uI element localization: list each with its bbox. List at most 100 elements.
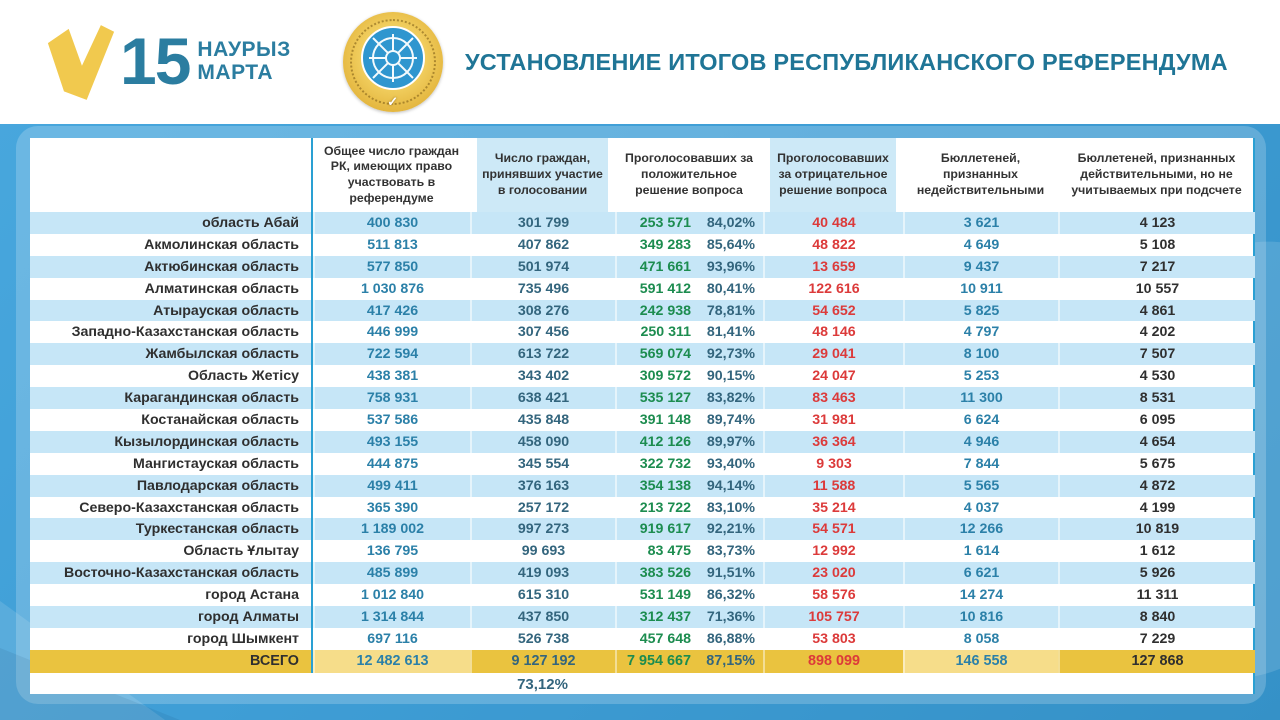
table-row: Кызылординская область 493 155 458 090 4…: [30, 430, 1255, 453]
yes-count: 591 412: [639, 280, 691, 297]
valid-uncounted-ballots-cell: 7 217: [1058, 255, 1255, 278]
yes-count: 250 311: [640, 324, 691, 341]
yes-votes-cell: 354 138 94,14%: [615, 474, 763, 497]
invalid-ballots-cell: 5 565: [903, 474, 1058, 497]
yes-percent: 89,74%: [706, 411, 755, 428]
region-name-cell: город Алматы: [30, 606, 313, 628]
region-name-cell: Область Жетісу: [30, 365, 313, 388]
invalid-ballots-cell: 3 621: [903, 212, 1058, 234]
region-name-cell: Акмолинская область: [30, 233, 313, 256]
valid-uncounted-ballots-cell: 7 507: [1058, 343, 1255, 366]
yes-votes-cell: 919 617 92,21%: [615, 518, 763, 541]
region-name-cell: Мангистауская область: [30, 452, 313, 475]
yes-percent: 71,36%: [706, 608, 755, 625]
participated-count-cell: 437 850: [470, 606, 615, 628]
logo-month-text: НАУРЫЗ МАРТА: [197, 39, 290, 84]
participated-count-cell: 458 090: [470, 430, 615, 453]
eligible-count-cell: 438 381: [313, 365, 470, 388]
table-total-row: ВСЕГО 12 482 613 9 127 192 7 954 667 87,…: [30, 649, 1255, 673]
yes-votes-cell: 242 938 78,81%: [615, 299, 763, 322]
yes-count: 349 283: [639, 236, 691, 253]
yes-votes-cell: 312 437 71,36%: [615, 606, 763, 628]
emblem-text-ring: [349, 19, 436, 105]
table-row: Атырауская область 417 426 308 276 242 9…: [30, 299, 1255, 322]
logo-day-number: 15: [120, 24, 191, 99]
yes-count: 213 722: [639, 499, 691, 516]
invalid-ballots-cell: 4 649: [903, 233, 1058, 256]
yes-votes-cell: 457 648 86,88%: [615, 627, 763, 650]
eligible-count-cell: 485 899: [313, 562, 470, 585]
yes-percent: 90,15%: [706, 368, 755, 385]
total-no-votes: 898 099: [763, 649, 903, 673]
valid-uncounted-ballots-cell: 4 872: [1058, 474, 1255, 497]
yes-percent: 86,32%: [706, 587, 755, 604]
invalid-ballots-cell: 10 816: [903, 606, 1058, 628]
total-yes-count: 7 954 667: [626, 653, 691, 670]
table-row: область Абай 400 830 301 799 253 571 84,…: [30, 212, 1255, 234]
participated-count-cell: 343 402: [470, 365, 615, 388]
participated-count-cell: 501 974: [470, 255, 615, 278]
total-yes-votes: 7 954 667 87,15%: [615, 649, 763, 673]
invalid-ballots-cell: 14 274: [903, 584, 1058, 607]
no-votes-cell: 83 463: [763, 387, 903, 410]
yes-votes-cell: 391 148 89,74%: [615, 409, 763, 431]
region-name-cell: Атырауская область: [30, 299, 313, 322]
no-votes-cell: 122 616: [763, 277, 903, 300]
valid-uncounted-ballots-cell: 4 202: [1058, 321, 1255, 344]
region-name-cell: Северо-Казахстанская область: [30, 496, 313, 519]
yes-percent: 85,64%: [706, 236, 755, 253]
total-label: ВСЕГО: [30, 649, 313, 673]
invalid-ballots-cell: 4 037: [903, 496, 1058, 519]
table-row: город Шымкент 697 116 526 738 457 648 86…: [30, 627, 1253, 650]
table-row: Область Жетісу 438 381 343 402 309 572 9…: [30, 365, 1253, 388]
invalid-ballots-cell: 5 253: [903, 365, 1058, 388]
no-votes-cell: 9 303: [763, 452, 903, 475]
invalid-ballots-cell: 5 825: [903, 299, 1058, 322]
table-row: Актюбинская область 577 850 501 974 471 …: [30, 255, 1255, 278]
eligible-count-cell: 446 999: [313, 321, 470, 344]
invalid-ballots-cell: 9 437: [903, 255, 1058, 278]
yes-count: 531 149: [639, 587, 691, 604]
page-title: УСТАНОВЛЕНИЕ ИТОГОВ РЕСПУБЛИКАНСКОГО РЕФ…: [464, 48, 1228, 75]
table-header-row: Общее число граждан РК, имеющих право уч…: [30, 138, 1253, 212]
yes-votes-cell: 591 412 80,41%: [615, 277, 763, 300]
yes-percent: 81,41%: [706, 324, 755, 341]
region-name-cell: Туркестанская область: [30, 518, 313, 541]
valid-uncounted-ballots-cell: 10 819: [1058, 518, 1255, 541]
participated-count-cell: 997 273: [470, 518, 615, 541]
yes-count: 919 617: [639, 521, 691, 538]
referendum-results-table: Общее число граждан РК, имеющих право уч…: [30, 138, 1255, 694]
invalid-ballots-cell: 4 797: [903, 321, 1058, 344]
region-name-cell: город Астана: [30, 584, 313, 607]
total-eligible: 12 482 613: [313, 649, 470, 673]
yes-votes-cell: 412 126 89,97%: [615, 430, 763, 453]
table-row: Туркестанская область 1 189 002 997 273 …: [30, 518, 1255, 541]
invalid-ballots-cell: 4 946: [903, 430, 1058, 453]
region-name-cell: Костанайская область: [30, 409, 313, 431]
yes-votes-cell: 471 661 93,96%: [615, 255, 763, 278]
logo-month-kazakh: НАУРЫЗ: [197, 38, 291, 62]
eligible-count-cell: 400 830: [313, 212, 470, 234]
valid-uncounted-ballots-cell: 11 311: [1058, 584, 1255, 607]
table-row: Северо-Казахстанская область 365 390 257…: [30, 496, 1253, 519]
yes-votes-cell: 309 572 90,15%: [615, 365, 763, 388]
table-row: Мангистауская область 444 875 345 554 32…: [30, 452, 1255, 475]
no-votes-cell: 11 588: [763, 474, 903, 497]
yes-count: 457 648: [639, 630, 691, 647]
region-name-cell: Алматинская область: [30, 277, 313, 300]
valid-uncounted-ballots-cell: 5 675: [1058, 452, 1255, 475]
table-row: город Алматы 1 314 844 437 850 312 437 7…: [30, 606, 1255, 628]
participated-count-cell: 615 310: [470, 584, 615, 607]
yes-votes-cell: 569 074 92,73%: [615, 343, 763, 366]
yes-percent: 84,02%: [706, 214, 755, 231]
region-name-cell: Область Ұлытау: [30, 540, 313, 563]
eligible-count-cell: 499 411: [313, 474, 470, 497]
yes-votes-cell: 535 127 83,82%: [615, 387, 763, 410]
invalid-ballots-cell: 1 614: [903, 540, 1058, 563]
yes-count: 535 127: [639, 390, 691, 407]
yes-percent: 83,82%: [706, 390, 755, 407]
eligible-count-cell: 697 116: [313, 627, 470, 650]
yes-votes-cell: 531 149 86,32%: [615, 584, 763, 607]
yes-percent: 91,51%: [706, 565, 755, 582]
eligible-count-cell: 1 030 876: [313, 277, 470, 300]
